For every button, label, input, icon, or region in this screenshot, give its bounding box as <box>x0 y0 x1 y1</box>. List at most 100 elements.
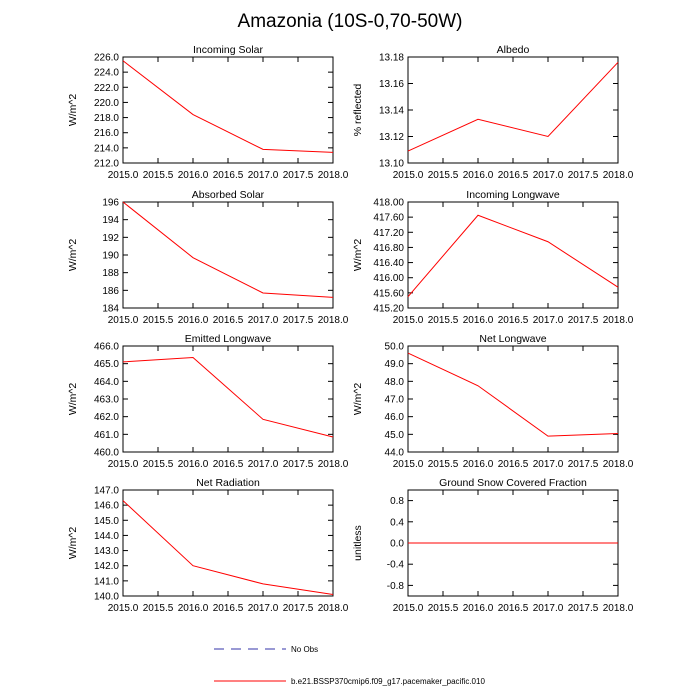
x-tick-label: 2017.0 <box>248 603 279 614</box>
x-tick-label: 2016.5 <box>498 315 529 326</box>
y-tick-label: 194 <box>102 215 119 226</box>
y-tick-label: 190 <box>102 251 119 262</box>
y-tick-label: 417.60 <box>373 213 404 224</box>
y-tick-label: 13.18 <box>379 53 404 64</box>
x-tick-label: 2015.5 <box>143 603 174 614</box>
x-tick-label: 2015.5 <box>143 315 174 326</box>
x-tick-label: 2016.5 <box>213 170 244 181</box>
y-tick-label: 460.0 <box>94 448 119 459</box>
y-tick-label: 216.0 <box>94 128 119 139</box>
y-axis-label-net-radiation: W/m^2 <box>67 527 79 560</box>
panel-emitted-longwave: Emitted Longwave W/m^2 2015.0 2015.5 2016.0 2… <box>67 333 349 470</box>
panel-title-absorbed-solar: Absorbed Solar <box>192 189 265 201</box>
y-tick-label: 220.0 <box>94 98 119 109</box>
x-tick-label: 2017.0 <box>533 170 564 181</box>
y-tick-label: 466.0 <box>94 342 119 353</box>
plot-frame-emitted-longwave <box>122 345 334 453</box>
x-tick-label: 2017.5 <box>283 459 314 470</box>
y-tick-label: 49.0 <box>385 359 405 370</box>
x-tick-label: 2018.0 <box>603 315 634 326</box>
panel-albedo: Albedo % reflected 2015.0 2015.5 2016.0 2016.… <box>352 44 634 181</box>
y-tick-label: 415.20 <box>373 304 404 315</box>
x-tick-label: 2016.5 <box>498 170 529 181</box>
legend-obs-label: No Obs <box>291 645 318 654</box>
y-tick-label: 0.4 <box>390 517 404 528</box>
y-tick-label: 226.0 <box>94 53 119 64</box>
y-tick-label: 13.12 <box>379 132 404 143</box>
x-tick-label: 2015.0 <box>108 170 139 181</box>
x-tick-label: 2015.5 <box>428 170 459 181</box>
y-axis-label-emitted-longwave: W/m^2 <box>67 383 79 416</box>
y-tick-label: 140.0 <box>94 592 119 603</box>
x-tick-label: 2015.0 <box>393 603 424 614</box>
x-tick-label: 2018.0 <box>318 459 349 470</box>
panel-title-ground-snow-covered-fraction: Ground Snow Covered Fraction <box>439 477 587 489</box>
y-tick-label: 196 <box>102 198 119 209</box>
x-tick-label: 2015.0 <box>393 315 424 326</box>
figure-title: Amazonia (10S-0,70-50W) <box>238 11 463 32</box>
x-tick-label: 2015.0 <box>108 315 139 326</box>
x-tick-label: 2015.0 <box>393 170 424 181</box>
y-tick-label: 147.0 <box>94 486 119 497</box>
y-tick-label: 141.0 <box>94 576 119 587</box>
panel-absorbed-solar: Absorbed Solar W/m^2 2015.0 2015.5 2016.0 201… <box>67 189 349 326</box>
y-tick-label: 212.0 <box>94 159 119 170</box>
x-tick-label: 2016.5 <box>498 603 529 614</box>
x-tick-label: 2017.5 <box>568 459 599 470</box>
y-tick-label: 416.40 <box>373 258 404 269</box>
y-tick-label: 50.0 <box>385 342 405 353</box>
y-tick-label: 45.0 <box>385 430 405 441</box>
plot-frame-absorbed-solar <box>122 201 334 309</box>
x-tick-label: 2016.0 <box>178 170 209 181</box>
y-tick-label: 13.16 <box>379 79 404 90</box>
y-tick-label: 44.0 <box>385 448 405 459</box>
x-tick-label: 2016.0 <box>178 315 209 326</box>
y-tick-label: 416.80 <box>373 243 404 254</box>
panel-title-net-longwave: Net Longwave <box>479 333 546 345</box>
y-tick-label: 462.0 <box>94 412 119 423</box>
plot-frame-incoming-longwave <box>407 201 619 309</box>
y-tick-label: 142.0 <box>94 561 119 572</box>
x-tick-label: 2015.5 <box>428 603 459 614</box>
y-tick-label: 144.0 <box>94 531 119 542</box>
x-tick-label: 2017.0 <box>248 170 279 181</box>
y-tick-label: 416.00 <box>373 273 404 284</box>
y-tick-label: 146.0 <box>94 501 119 512</box>
y-tick-label: 417.20 <box>373 228 404 239</box>
series-line-absorbed-solar <box>122 201 334 298</box>
series-line-incoming-solar <box>122 60 334 153</box>
y-tick-label: 143.0 <box>94 546 119 557</box>
panel-net-longwave: Net Longwave W/m^2 2015.0 2015.5 2016.0 2016.… <box>352 333 634 470</box>
y-axis-label-net-longwave: W/m^2 <box>352 383 364 416</box>
x-tick-label: 2015.5 <box>143 459 174 470</box>
x-tick-label: 2017.5 <box>568 315 599 326</box>
y-tick-label: 463.0 <box>94 395 119 406</box>
legend-model-label: b.e21.BSSP370cmip6.f09_g17.pacemaker_pac… <box>291 677 485 686</box>
y-tick-label: 464.0 <box>94 377 119 388</box>
x-tick-label: 2017.0 <box>533 459 564 470</box>
legend: No Obs b.e21.BSSP370cmip6.f09_g17.pacema… <box>214 645 485 686</box>
y-tick-label: 192 <box>102 233 119 244</box>
x-tick-label: 2018.0 <box>603 170 634 181</box>
series-line-albedo <box>407 61 619 152</box>
y-axis-label-albedo: % reflected <box>352 84 364 137</box>
x-tick-label: 2017.0 <box>533 315 564 326</box>
x-tick-label: 2016.5 <box>213 459 244 470</box>
x-tick-label: 2016.0 <box>463 603 494 614</box>
x-tick-label: 2016.0 <box>178 459 209 470</box>
x-tick-label: 2015.0 <box>393 459 424 470</box>
x-tick-label: 2018.0 <box>603 459 634 470</box>
series-line-incoming-longwave <box>407 214 619 297</box>
plot-frame-albedo <box>407 56 619 164</box>
x-tick-label: 2017.0 <box>248 315 279 326</box>
x-tick-label: 2015.0 <box>108 603 139 614</box>
y-tick-label: 461.0 <box>94 430 119 441</box>
y-tick-label: 186 <box>102 286 119 297</box>
y-tick-label: 13.14 <box>379 106 404 117</box>
panel-incoming-solar: Incoming Solar W/m^2 2015.0 2015.5 2016.0 201… <box>67 44 349 181</box>
x-tick-label: 2015.5 <box>428 315 459 326</box>
y-tick-label: 415.60 <box>373 288 404 299</box>
x-tick-label: 2018.0 <box>603 603 634 614</box>
series-line-net-longwave <box>407 352 619 437</box>
